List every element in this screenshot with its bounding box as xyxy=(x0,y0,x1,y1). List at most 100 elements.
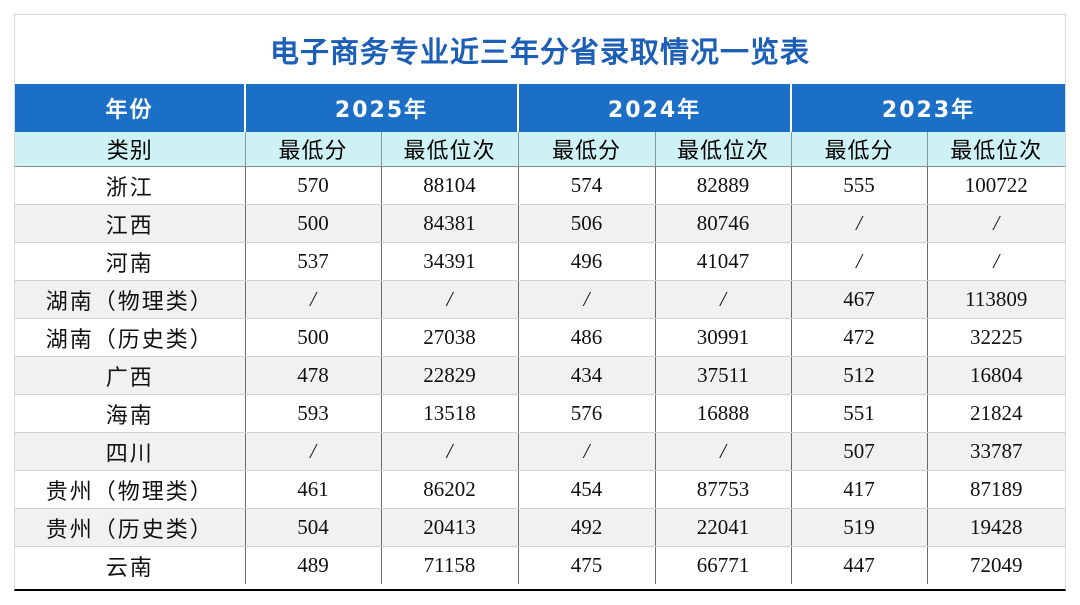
min-score-cell: 496 xyxy=(518,242,656,281)
subcol-min-rank: 最低位次 xyxy=(655,132,792,167)
min-score-cell: 500 xyxy=(245,204,382,243)
min-score-cell: 461 xyxy=(245,470,382,509)
min-score-cell: 492 xyxy=(518,508,656,547)
table-row: 海南 593 13518 576 16888 551 21824 xyxy=(15,394,1066,433)
province-cell: 湖南（物理类） xyxy=(15,280,246,319)
min-rank-cell: / xyxy=(381,432,519,471)
min-score-cell: / xyxy=(245,280,382,319)
min-rank-cell: / xyxy=(655,280,792,319)
category-header-row: 类别 最低分 最低位次 最低分 最低位次 最低分 最低位次 xyxy=(15,132,1066,167)
min-rank-cell: 21824 xyxy=(927,394,1066,433)
table-card: 电子商务专业近三年分省录取情况一览表 年份 2025年 2024年 2023年 … xyxy=(14,14,1066,591)
min-rank-cell: 20413 xyxy=(381,508,519,547)
min-rank-cell: 71158 xyxy=(381,546,519,584)
province-cell: 云南 xyxy=(15,546,246,584)
min-score-cell: 489 xyxy=(245,546,382,584)
subcol-min-score: 最低分 xyxy=(518,132,656,167)
min-rank-cell: 22041 xyxy=(655,508,792,547)
table-row: 浙江 570 88104 574 82889 555 100722 xyxy=(15,166,1066,205)
subcol-min-score: 最低分 xyxy=(245,132,382,167)
min-score-cell: 504 xyxy=(245,508,382,547)
min-score-cell: 506 xyxy=(518,204,656,243)
table-title: 电子商务专业近三年分省录取情况一览表 xyxy=(269,34,810,69)
min-score-cell: 576 xyxy=(518,394,656,433)
table-row: 四川 / / //507 33787 xyxy=(15,432,1066,471)
table-row: 河南 537 34391 496 41047// xyxy=(15,242,1066,281)
table-row: 湖南（物理类） / / //467 113809 xyxy=(15,280,1066,319)
table-row: 江西 500 84381 506 80746// xyxy=(15,204,1066,243)
min-score-cell: 486 xyxy=(518,318,656,357)
subcol-min-score: 最低分 xyxy=(791,132,928,167)
year-header-2025: 2025年 xyxy=(245,84,520,132)
subcol-min-rank: 最低位次 xyxy=(927,132,1066,167)
category-label: 类别 xyxy=(15,132,246,167)
admission-table: 年份 2025年 2024年 2023年 类别 最低分 最低位次 最低分 最低位… xyxy=(15,84,1066,584)
min-score-cell: 475 xyxy=(518,546,656,584)
min-rank-cell: 66771 xyxy=(655,546,792,584)
min-rank-cell: 22829 xyxy=(381,356,519,395)
table-body: 浙江 570 88104 574 82889 555 100722 江西 500 84381 506… xyxy=(15,166,1066,584)
min-rank-cell: 86202 xyxy=(381,470,519,509)
min-rank-cell: 33787 xyxy=(927,432,1066,471)
min-score-cell: 570 xyxy=(245,166,382,205)
province-cell: 贵州（物理类） xyxy=(15,470,246,509)
min-score-cell: / xyxy=(791,242,928,281)
min-score-cell: 472 xyxy=(791,318,928,357)
province-cell: 广西 xyxy=(15,356,246,395)
table-row: 贵州（物理类） 461 86202 454 87753 417 87189 xyxy=(15,470,1066,509)
min-rank-cell: 87753 xyxy=(655,470,792,509)
province-cell: 湖南（历史类） xyxy=(15,318,246,357)
min-rank-cell: 113809 xyxy=(927,280,1066,319)
min-rank-cell: 80746 xyxy=(655,204,792,243)
min-rank-cell: 30991 xyxy=(655,318,792,357)
min-score-cell: 574 xyxy=(518,166,656,205)
min-rank-cell: / xyxy=(655,432,792,471)
min-score-cell: 417 xyxy=(791,470,928,509)
min-rank-cell: 34391 xyxy=(381,242,519,281)
min-score-cell: 467 xyxy=(791,280,928,319)
min-rank-cell: 16804 xyxy=(927,356,1066,395)
year-label: 年份 xyxy=(15,84,246,132)
subcol-min-rank: 最低位次 xyxy=(381,132,519,167)
min-rank-cell: / xyxy=(927,204,1066,243)
province-cell: 海南 xyxy=(15,394,246,433)
min-rank-cell: 16888 xyxy=(655,394,792,433)
table-row: 湖南（历史类） 500 27038 486 30991 472 32225 xyxy=(15,318,1066,357)
year-header-2024: 2024年 xyxy=(518,84,793,132)
min-score-cell: 519 xyxy=(791,508,928,547)
table-row: 贵州（历史类） 504 20413 492 22041 519 19428 xyxy=(15,508,1066,547)
min-rank-cell: 41047 xyxy=(655,242,792,281)
year-header-2023: 2023年 xyxy=(791,84,1066,132)
min-rank-cell: 100722 xyxy=(927,166,1066,205)
year-header-row: 年份 2025年 2024年 2023年 xyxy=(15,84,1066,132)
min-rank-cell: 88104 xyxy=(381,166,519,205)
table-row: 广西 478 22829 434 37511 512 16804 xyxy=(15,356,1066,395)
min-score-cell: 507 xyxy=(791,432,928,471)
min-score-cell: 593 xyxy=(245,394,382,433)
min-score-cell: 454 xyxy=(518,470,656,509)
min-score-cell: / xyxy=(518,432,656,471)
table-row: 云南 489 71158 475 66771 447 72049 xyxy=(15,546,1066,584)
province-cell: 贵州（历史类） xyxy=(15,508,246,547)
min-rank-cell: 82889 xyxy=(655,166,792,205)
min-rank-cell: / xyxy=(381,280,519,319)
min-score-cell: / xyxy=(791,204,928,243)
min-rank-cell: 37511 xyxy=(655,356,792,395)
min-score-cell: 551 xyxy=(791,394,928,433)
min-rank-cell: 72049 xyxy=(927,546,1066,584)
min-score-cell: / xyxy=(245,432,382,471)
min-score-cell: / xyxy=(518,280,656,319)
min-rank-cell: 19428 xyxy=(927,508,1066,547)
province-cell: 江西 xyxy=(15,204,246,243)
min-rank-cell: 13518 xyxy=(381,394,519,433)
province-cell: 河南 xyxy=(15,242,246,281)
min-score-cell: 500 xyxy=(245,318,382,357)
province-cell: 浙江 xyxy=(15,166,246,205)
min-rank-cell: 84381 xyxy=(381,204,519,243)
min-score-cell: 478 xyxy=(245,356,382,395)
province-cell: 四川 xyxy=(15,432,246,471)
min-score-cell: 447 xyxy=(791,546,928,584)
min-rank-cell: / xyxy=(927,242,1066,281)
min-score-cell: 512 xyxy=(791,356,928,395)
min-rank-cell: 32225 xyxy=(927,318,1066,357)
